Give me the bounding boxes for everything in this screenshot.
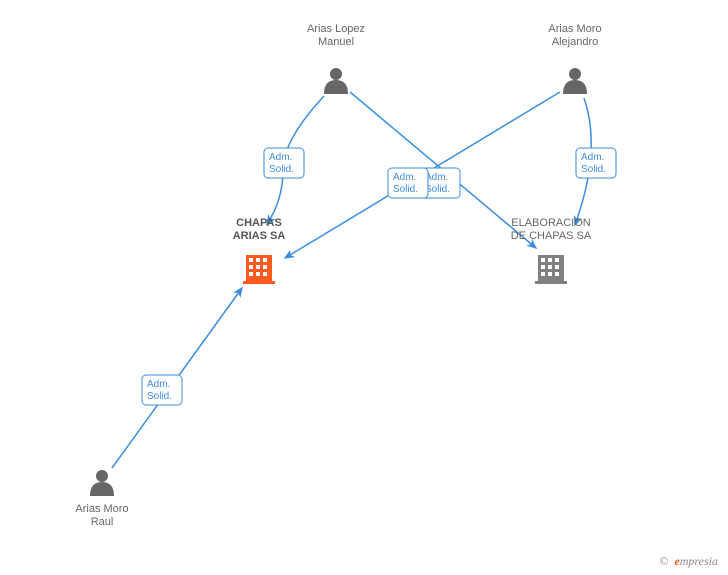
node-label: CHAPAS	[236, 217, 282, 229]
node-label: Arias Lopez	[307, 23, 365, 35]
edge-label-raul-chapas: Adm.Solid.	[142, 375, 182, 405]
node-chapas: CHAPASARIAS SA	[233, 217, 286, 284]
edge-label-alejandro-elaboracion: Adm.Solid.	[576, 148, 616, 178]
node-label: Arias Moro	[548, 23, 601, 35]
node-label: ARIAS SA	[233, 230, 286, 242]
node-elaboracion: ELABORACIONDE CHAPAS SA	[511, 217, 592, 284]
node-label: Manuel	[318, 36, 354, 48]
edge-label-text: Solid.	[147, 391, 172, 402]
edge-label-text: Solid.	[425, 184, 450, 195]
node-label: Raul	[91, 516, 114, 528]
edge-label-text: Adm.	[581, 152, 604, 163]
edge-label-text: Adm.	[147, 379, 170, 390]
edge-label-text: Adm.	[393, 172, 416, 183]
edge-label-text: Adm.	[269, 152, 292, 163]
edge-label-text: Adm.	[425, 172, 448, 183]
person-icon	[563, 68, 587, 94]
person-icon	[324, 68, 348, 94]
node-alejandro: Arias MoroAlejandro	[548, 23, 601, 94]
diagram-canvas: Adm.Solid.Adm.Solid.Adm.Solid.Adm.Solid.…	[0, 0, 728, 575]
building-icon	[243, 255, 275, 284]
edge-label-text: Solid.	[393, 184, 418, 195]
edge-label-text: Solid.	[581, 164, 606, 175]
node-label: ELABORACION	[511, 217, 591, 229]
person-icon	[90, 470, 114, 496]
brand-name: mpresia	[680, 554, 718, 568]
node-label: DE CHAPAS SA	[511, 230, 592, 242]
node-manuel: Arias LopezManuel	[307, 23, 365, 94]
edge-label-alejandro-chapas: Adm.Solid.	[388, 168, 428, 198]
node-label: Alejandro	[552, 36, 598, 48]
node-raul: Arias MoroRaul	[75, 470, 128, 528]
copyright-symbol: ©	[659, 554, 668, 568]
footer-attribution: © empresia	[659, 554, 718, 569]
building-icon	[535, 255, 567, 284]
edge-label-text: Solid.	[269, 164, 294, 175]
node-label: Arias Moro	[75, 503, 128, 515]
edge-label-manuel-chapas: Adm.Solid.	[264, 148, 304, 178]
